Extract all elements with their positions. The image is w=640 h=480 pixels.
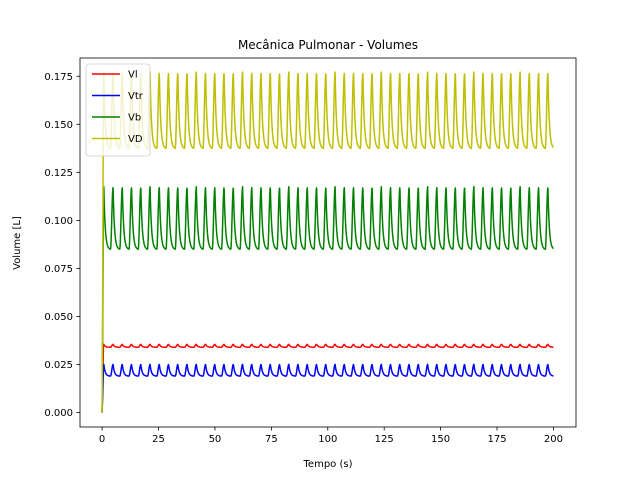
x-axis-label: Tempo (s): [303, 459, 353, 470]
y-tick-label: 0.075: [44, 264, 73, 275]
y-axis-label: Volume [L]: [12, 216, 23, 270]
x-tick-label: 25: [152, 434, 165, 445]
axes-layer: 0 25 50 75 100 125 150 175 200 0.000 0.025 0.050 0.0…: [44, 57, 577, 445]
y-tick-label: 0.000: [44, 408, 73, 419]
legend-label-vl: Vl: [128, 70, 138, 81]
series-line-vtr: [101, 363, 554, 413]
series-line-vd: [101, 71, 554, 413]
y-tick-label: 0.175: [44, 72, 73, 83]
series-layer: [101, 71, 554, 413]
x-tick-label: 150: [431, 434, 450, 445]
x-tick-label: 125: [375, 434, 394, 445]
x-tick-label: 50: [209, 434, 222, 445]
legend-label-vd: VD: [128, 134, 143, 145]
series-line-vb: [101, 185, 554, 413]
x-tick-label: 0: [99, 434, 105, 445]
x-tick-label: 75: [265, 434, 278, 445]
y-tick-label: 0.100: [44, 216, 73, 227]
x-tick-label: 100: [318, 434, 337, 445]
y-tick-label: 0.050: [44, 312, 73, 323]
legend: Vl Vtr Vb VD: [85, 63, 151, 157]
y-tick-label: 0.125: [44, 168, 73, 179]
legend-label-vtr: Vtr: [128, 91, 144, 102]
series-line-vl: [101, 343, 554, 413]
chart-title: Mecânica Pulmonar - Volumes: [238, 38, 418, 52]
legend-box: [85, 63, 151, 157]
y-tick-label: 0.025: [44, 360, 73, 371]
x-tick-label: 200: [544, 434, 563, 445]
y-tick-label: 0.150: [44, 120, 73, 131]
x-tick-label: 175: [487, 434, 506, 445]
legend-label-vb: Vb: [128, 113, 141, 124]
